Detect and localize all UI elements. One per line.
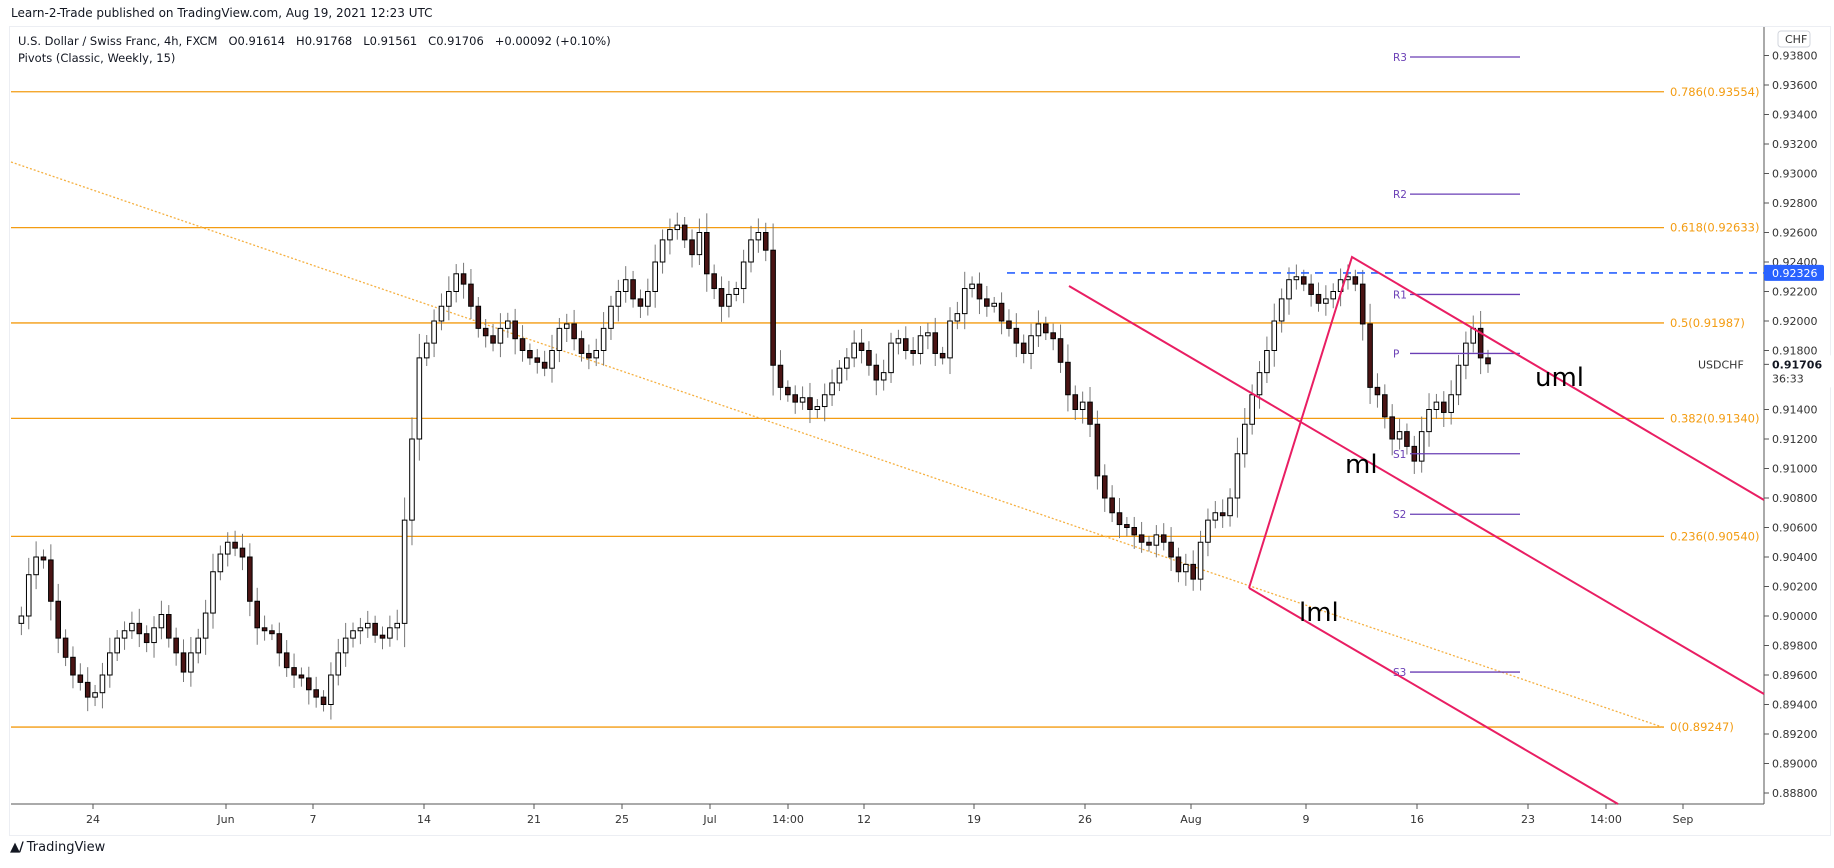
price-tick: 0.91800 [1772,345,1818,358]
pivot-label: S3 [1393,667,1406,679]
price-tick: 0.91200 [1772,433,1818,446]
close-value: 0.91706 [436,34,484,48]
price-tick: 0.89200 [1772,728,1818,741]
time-tick: 14:00 [1590,813,1622,826]
time-tick: 14:00 [772,813,804,826]
svg-text:0.92326: 0.92326 [1772,267,1818,280]
fibonacci-retracement[interactable]: 0.786(0.93554) 0.618(0.92633) 0.5(0.91987)… [11,85,1759,734]
fib-label: 0.236(0.90540) [1670,529,1759,543]
close-label: C [428,34,437,48]
time-tick: 26 [1078,813,1092,826]
price-tick: 0.90000 [1772,610,1818,623]
low-value: 0.91561 [369,34,418,48]
time-tick: Sep [1673,813,1694,826]
high-label: H [296,34,305,48]
open-value: 0.91614 [237,34,286,48]
price-tick: 0.88800 [1772,787,1818,800]
price-tick: 0.92000 [1772,315,1818,328]
pivot-label: R3 [1393,52,1407,64]
pivot-label: P [1393,348,1399,360]
time-tick: 23 [1521,813,1535,826]
time-tick: 16 [1410,813,1424,826]
price-tick: 0.89000 [1772,758,1818,771]
brand-name: TradingView [26,840,106,855]
price-tick: 0.89600 [1772,669,1818,682]
time-tick: 9 [1303,813,1310,826]
pivot-label: S2 [1393,509,1406,521]
andrews-pitchfork[interactable]: uml ml lml [1068,255,1765,805]
symbol-line: U.S. Dollar / Swiss Franc, 4h, FXCM O0.9… [18,33,611,50]
candlesticks [18,212,1491,720]
price-tick: 0.92600 [1772,227,1818,240]
pivot-levels: R3 R2 R1 P S1 S2 S3 [1393,52,1520,679]
price-tick: 0.90600 [1772,522,1818,535]
change-value: +0.00092 (+0.10%) [494,34,611,48]
open-label: O [228,34,238,48]
price-tick: 0.91000 [1772,463,1818,476]
time-tick: 19 [967,813,981,826]
price-tick: 0.93600 [1772,79,1818,92]
fib-label: 0.382(0.91340) [1670,411,1759,425]
price-tick: 0.90200 [1772,581,1818,594]
symbol-description[interactable]: U.S. Dollar / Swiss Franc, 4h, FXCM [18,34,218,48]
price-tick: 0.93000 [1772,168,1818,181]
tradingview-brand[interactable]: ▲∕ TradingView [10,840,105,855]
axes [11,27,1765,805]
chart-frame [9,26,1831,836]
price-highlight-label [1764,264,1824,281]
price-tick: 0.93200 [1772,138,1818,151]
price-tick: 0.93800 [1772,50,1818,63]
current-symbol: USDCHF [1698,358,1744,371]
time-tick: 24 [86,813,100,826]
svg-text:CHF: CHF [1785,33,1807,46]
time-tick: Aug [1180,813,1201,826]
price-tick: 0.92800 [1772,197,1818,210]
time-tick: 12 [857,813,871,826]
price-axis[interactable]: 0.93800 0.93600 0.93400 0.93200 0.93000 0.928… [1698,30,1832,800]
ml-label: ml [1345,450,1378,480]
price-tick: 0.93400 [1772,109,1818,122]
pivot-label: R1 [1393,289,1407,301]
uml-label: uml [1535,363,1584,393]
fib-label: 0.618(0.92633) [1670,221,1759,235]
time-tick: 21 [527,813,541,826]
time-tick: Jun [216,813,234,826]
pivot-label: S1 [1393,449,1406,461]
time-axis[interactable]: 24 Jun 7 14 21 25 Jul 14:00 12 19 26 Aug 9 16 23 14:00 S… [86,804,1693,826]
time-tick: Jul [702,813,716,826]
price-tick: 0.90400 [1772,551,1818,564]
time-tick: 25 [615,813,629,826]
dotted-trendline[interactable] [10,161,1663,728]
bar-countdown: 36:33 [1772,372,1804,385]
time-tick: 7 [310,813,317,826]
pivot-label: R2 [1393,189,1407,201]
price-tick: 0.89400 [1772,699,1818,712]
indicator-line[interactable]: Pivots (Classic, Weekly, 15) [18,51,176,65]
time-tick: 14 [417,813,431,826]
price-tick: 0.92200 [1772,286,1818,299]
price-tick: 0.89800 [1772,640,1818,653]
currency-badge [1777,30,1811,48]
price-tick: 0.91400 [1772,404,1818,417]
current-price: 0.91706 [1772,358,1822,371]
fib-label: 0.786(0.93554) [1670,85,1759,99]
price-tick: 0.90800 [1772,492,1818,505]
publish-info: Learn-2-Trade published on TradingView.c… [11,6,433,20]
chart-legend: U.S. Dollar / Swiss Franc, 4h, FXCM O0.9… [18,33,611,67]
low-label: L [363,34,370,48]
fib-label: 0(0.89247) [1670,720,1734,734]
high-value: 0.91768 [304,34,353,48]
fib-label: 0.5(0.91987) [1670,316,1745,330]
lml-label: lml [1299,598,1339,628]
tradingview-logo-icon: ▲∕ [10,840,24,855]
